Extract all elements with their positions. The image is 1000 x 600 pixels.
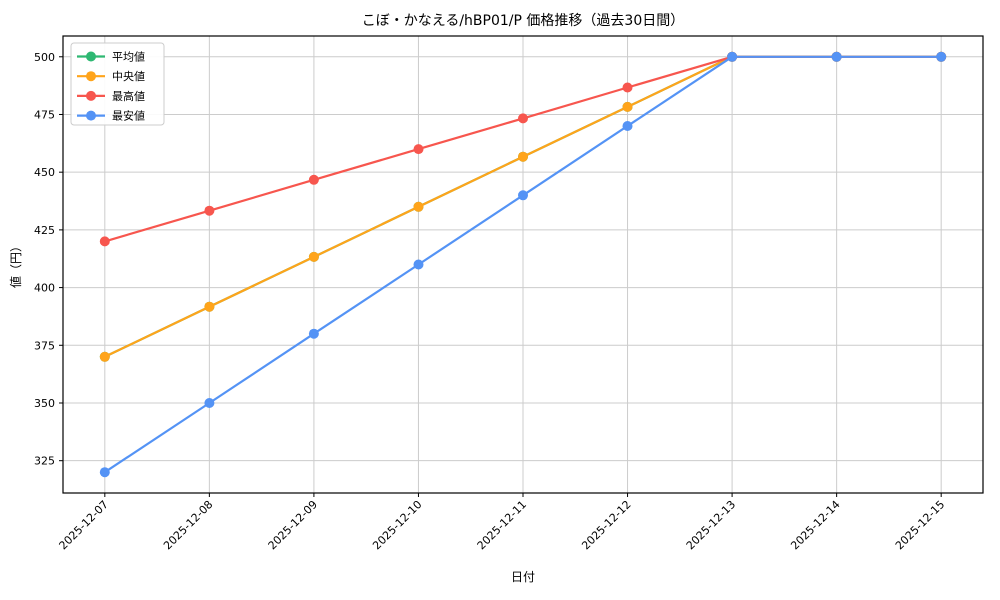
x-tick-label: 2025-12-13 — [684, 498, 738, 552]
legend-label-最安値: 最安値 — [112, 109, 145, 123]
data-point-中央値 — [413, 201, 424, 212]
legend-label-最高値: 最高値 — [112, 89, 145, 103]
data-point-中央値 — [622, 101, 633, 112]
y-tick-label: 325 — [34, 455, 55, 468]
grid-layer — [63, 36, 983, 493]
ticks-layer: 325 350 375 400 425 450 475 500 2025-12-07 2025-1… — [34, 51, 947, 553]
y-tick-label: 475 — [34, 108, 55, 121]
data-point-最高値 — [308, 174, 319, 185]
data-point-最安値 — [204, 398, 215, 408]
data-point-最高値 — [518, 113, 528, 124]
data-point-最安値 — [831, 51, 842, 62]
y-tick-label: 500 — [34, 51, 55, 64]
x-tick-label: 2025-12-14 — [788, 498, 842, 552]
data-point-最安値 — [727, 51, 738, 62]
chart-title: こぼ・かなえる/hBP01/P 価格推移（過去30日間） — [362, 13, 684, 29]
x-tick-label: 2025-12-10 — [370, 498, 424, 552]
data-point-最安値 — [936, 51, 947, 62]
x-tick-label: 2025-12-11 — [475, 498, 529, 552]
x-tick-label: 2025-12-15 — [893, 498, 947, 552]
y-tick-label: 400 — [34, 282, 55, 295]
legend-marker-最高値 — [86, 90, 96, 101]
x-tick-label: 2025-12-12 — [579, 498, 633, 552]
data-point-最安値 — [622, 121, 633, 131]
data-point-最高値 — [204, 205, 215, 216]
y-tick-label: 425 — [34, 224, 55, 237]
data-point-中央値 — [99, 351, 110, 362]
data-point-中央値 — [518, 151, 528, 162]
series-layer — [99, 51, 947, 478]
data-point-最安値 — [99, 467, 110, 478]
legend-marker-平均値 — [86, 51, 96, 62]
x-tick-label: 2025-12-07 — [57, 498, 111, 552]
data-point-最安値 — [518, 190, 528, 201]
data-point-中央値 — [308, 251, 319, 262]
y-tick-label: 350 — [34, 397, 55, 410]
data-point-中央値 — [204, 301, 215, 312]
legend-label-中央値: 中央値 — [112, 70, 145, 83]
data-point-最安値 — [308, 328, 319, 339]
data-point-最安値 — [413, 259, 424, 270]
data-point-最高値 — [413, 144, 424, 155]
legend-box — [70, 42, 165, 126]
y-tick-label: 450 — [34, 166, 55, 179]
y-tick-label: 375 — [34, 339, 55, 352]
legend-label-平均値: 平均値 — [112, 51, 145, 64]
data-point-最高値 — [622, 82, 633, 93]
legend-marker-最安値 — [86, 110, 96, 121]
y-axis-label: 値（円） — [8, 240, 23, 288]
data-point-最高値 — [99, 236, 110, 247]
x-tick-label: 2025-12-08 — [161, 498, 215, 552]
x-tick-label: 2025-12-09 — [266, 498, 320, 552]
x-axis-label: 日付 — [511, 570, 535, 584]
legend-marker-中央値 — [86, 71, 96, 82]
